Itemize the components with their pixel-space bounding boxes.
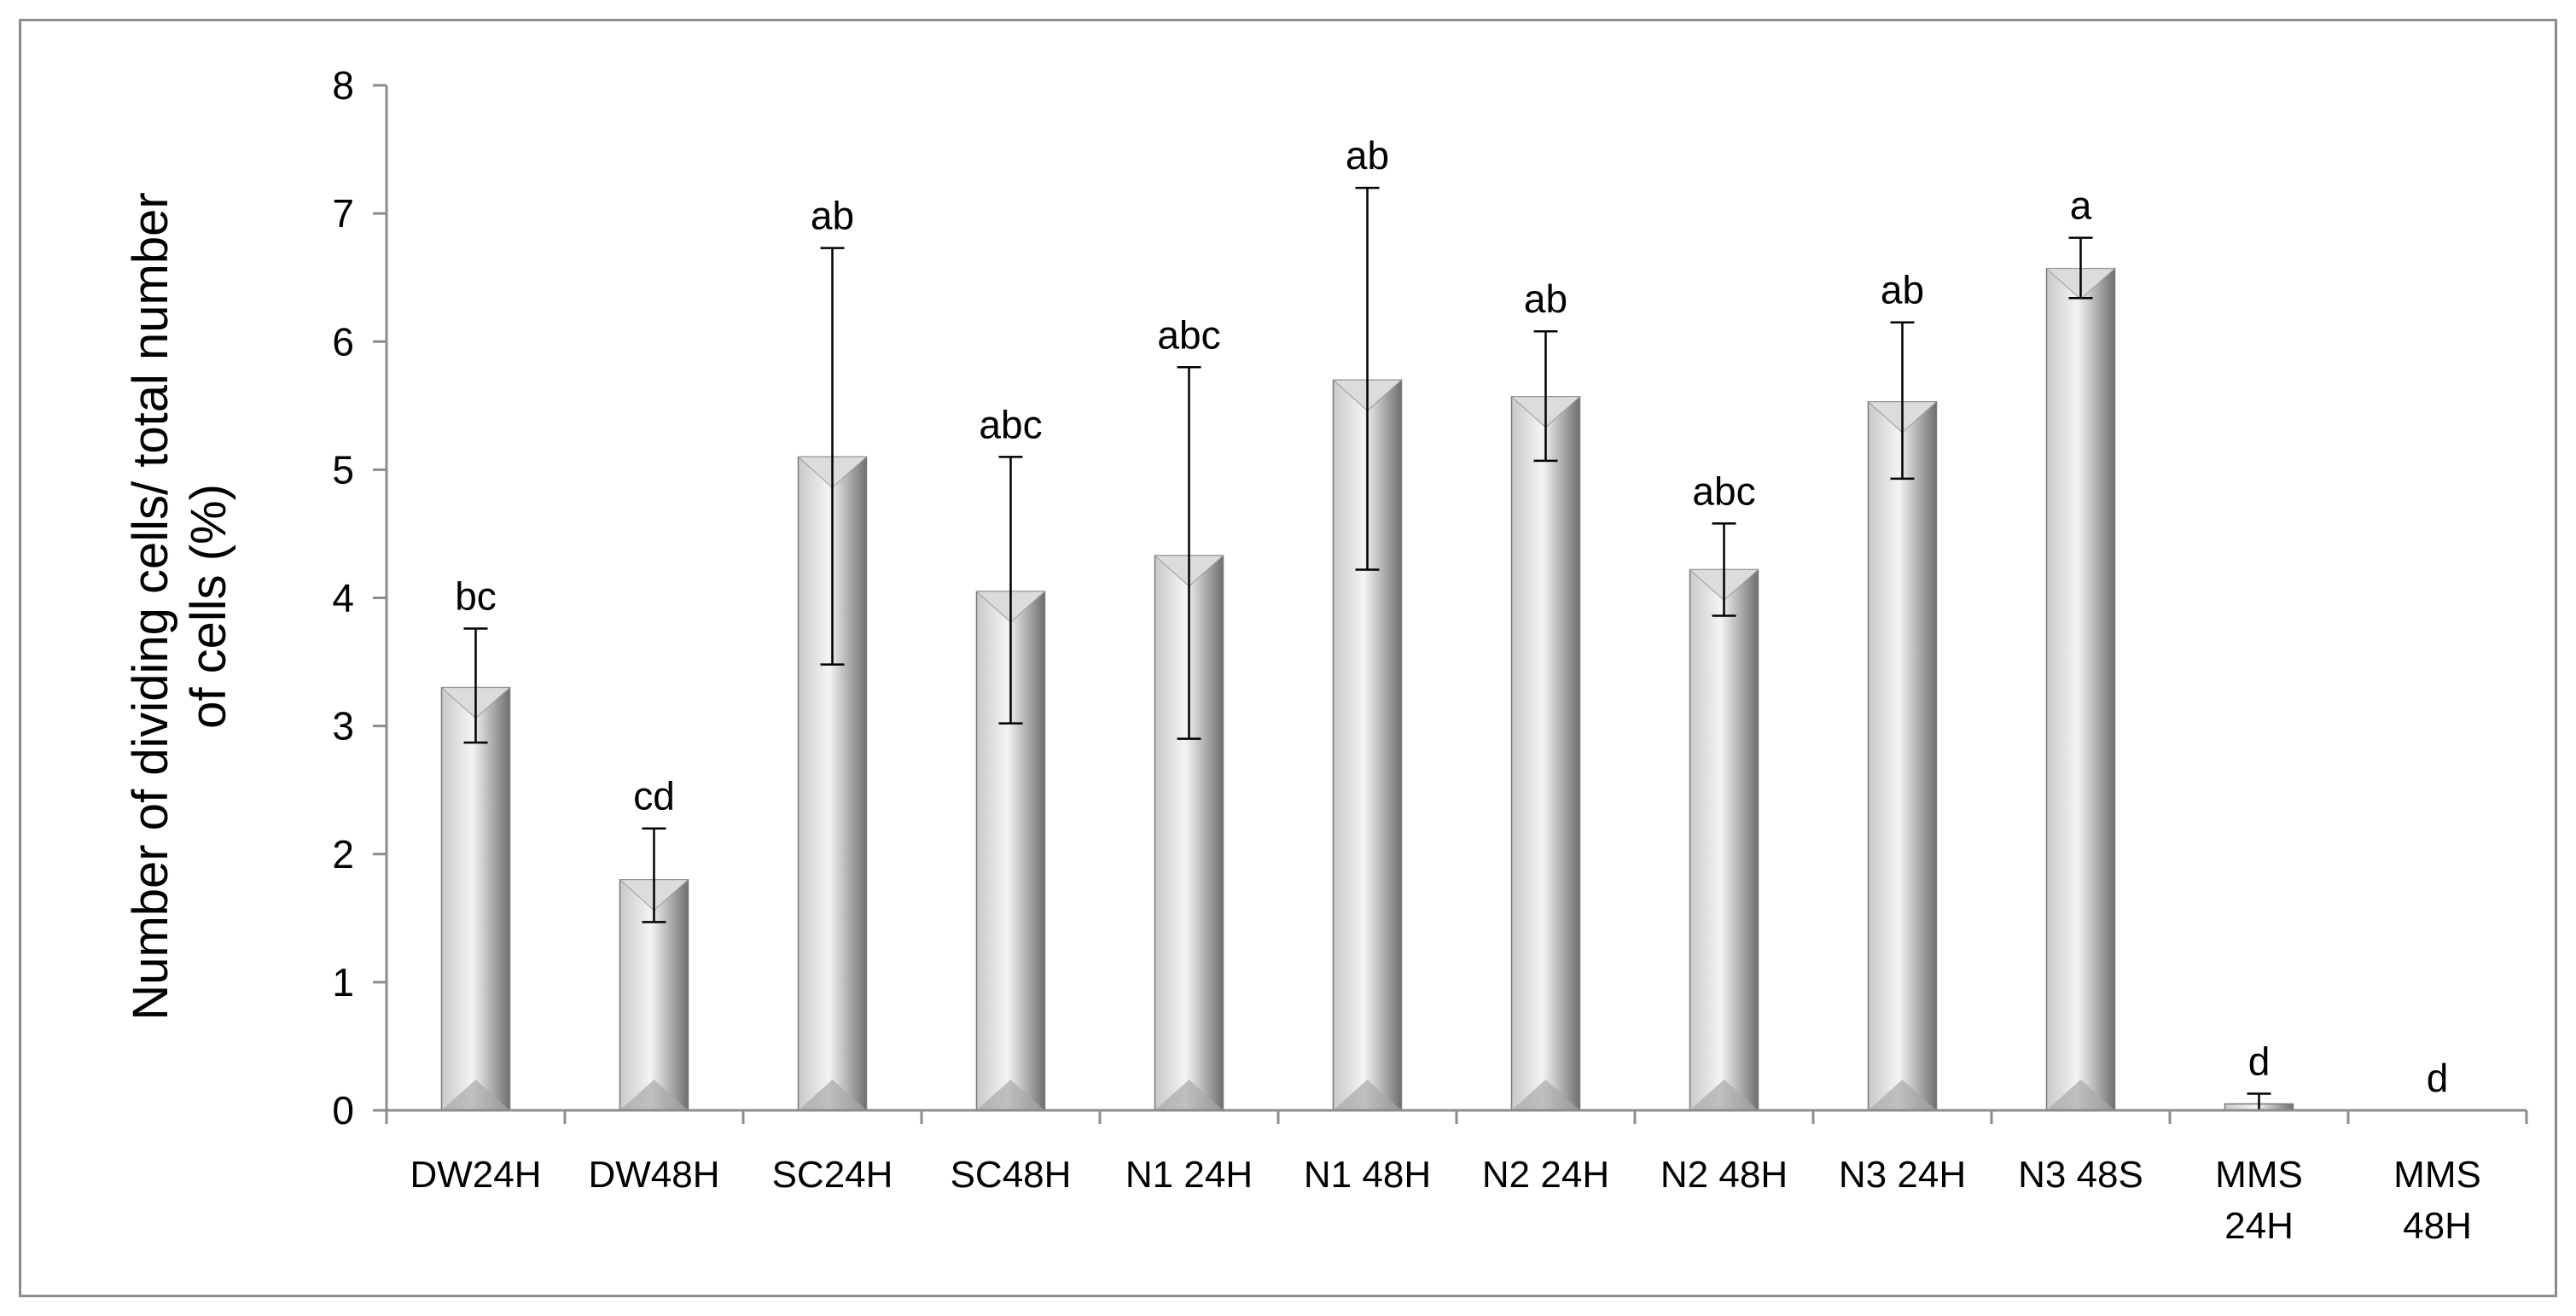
x-tick-label: SC48H xyxy=(951,1154,1072,1196)
y-tick-label: 2 xyxy=(332,832,354,876)
bar xyxy=(1689,568,1759,1111)
x-tick-label: 48H xyxy=(2403,1205,2472,1247)
y-axis-title-line: Number of dividing cells/ total number xyxy=(123,192,178,1020)
bar-base xyxy=(976,1080,1045,1110)
y-tick-label: 4 xyxy=(332,576,354,620)
x-tick-label: DW48H xyxy=(588,1154,719,1196)
bar xyxy=(2045,267,2116,1111)
bar xyxy=(1867,401,1938,1111)
y-axis-title: Number of dividing cells/ total numberof… xyxy=(123,192,236,1020)
significance-label: abc xyxy=(1692,469,1755,513)
y-tick-label: 8 xyxy=(332,63,354,108)
bar-base xyxy=(1689,1080,1759,1110)
significance-label: ab xyxy=(1346,133,1389,178)
bars-layer xyxy=(440,186,2294,1112)
bar xyxy=(440,686,511,1111)
significance-label: d xyxy=(2427,1056,2449,1100)
y-tick-label: 3 xyxy=(332,704,354,748)
significance-label: d xyxy=(2248,1039,2271,1083)
y-tick-label: 0 xyxy=(332,1088,354,1133)
x-tick-label: N2 24H xyxy=(1482,1154,1609,1196)
significance-label: bc xyxy=(455,574,497,619)
x-tick-label: SC24H xyxy=(772,1154,893,1196)
bar-base xyxy=(1333,1080,1402,1110)
significance-label: ab xyxy=(1524,277,1567,321)
bar xyxy=(1510,396,1581,1111)
bar-base xyxy=(1868,1080,1937,1110)
y-tick-label: 5 xyxy=(332,447,354,492)
x-tick-label: DW24H xyxy=(410,1154,541,1196)
y-axis-title-line: of cells (%) xyxy=(181,484,236,729)
significance-label: abc xyxy=(1157,312,1220,357)
axes xyxy=(373,84,2528,1124)
x-tick-label: MMS xyxy=(2215,1154,2303,1196)
chart-frame: bc DW24H cd DW48H ab SC24H abc SC48H abc N1 24H ab… xyxy=(19,19,2557,1297)
significance-label: ab xyxy=(1881,268,1924,312)
bar-base xyxy=(1511,1080,1580,1110)
x-tick-label: 24H xyxy=(2224,1205,2294,1247)
labels-layer: bc DW24H cd DW48H ab SC24H abc SC48H abc N1 24H ab… xyxy=(332,63,2480,1247)
bar-base xyxy=(441,1080,510,1110)
x-tick-label: N2 48H xyxy=(1660,1154,1788,1196)
significance-label: ab xyxy=(811,194,854,238)
significance-label: abc xyxy=(979,402,1042,446)
bar-base xyxy=(2046,1080,2115,1110)
x-tick-label: N3 24H xyxy=(1839,1154,1966,1196)
y-tick-label: 1 xyxy=(332,960,354,1004)
x-tick-label: MMS xyxy=(2393,1154,2481,1196)
x-tick-label: N3 48S xyxy=(2018,1154,2143,1196)
bar-base xyxy=(1154,1080,1224,1110)
significance-label: a xyxy=(2070,183,2092,228)
x-tick-label: N1 48H xyxy=(1304,1154,1431,1196)
y-tick-label: 6 xyxy=(332,319,354,364)
y-tick-label: 7 xyxy=(332,191,354,236)
bar-chart: bc DW24H cd DW48H ab SC24H abc SC48H abc N1 24H ab… xyxy=(123,63,2528,1247)
bar-base xyxy=(798,1080,867,1110)
x-tick-label: N1 24H xyxy=(1125,1154,1253,1196)
significance-label: cd xyxy=(633,774,675,818)
bar-base xyxy=(619,1080,689,1110)
